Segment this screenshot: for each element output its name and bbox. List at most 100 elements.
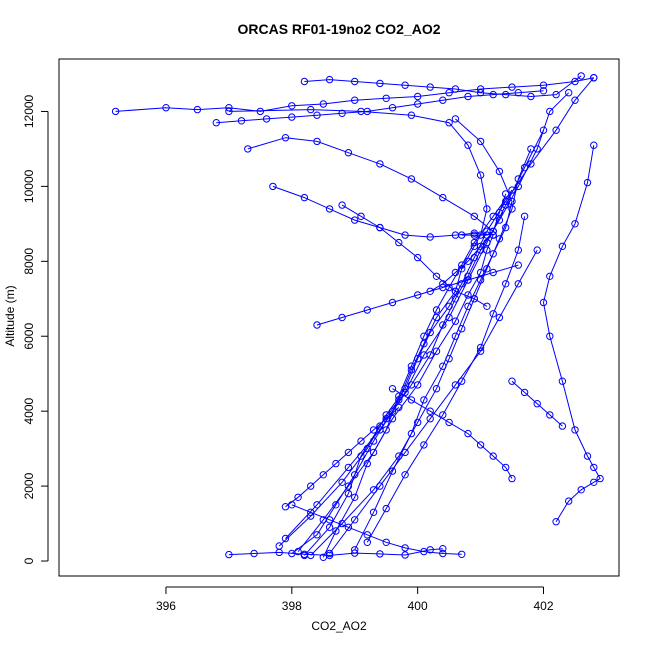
data-point bbox=[558, 422, 567, 430]
data-point bbox=[451, 231, 460, 239]
data-point bbox=[338, 201, 346, 209]
data-point bbox=[451, 317, 460, 325]
data-point bbox=[539, 87, 548, 95]
data-point bbox=[439, 549, 447, 558]
data-point bbox=[464, 257, 472, 265]
data-point bbox=[546, 332, 554, 340]
y-axis: 0 2000 4000 6000 8000 10000 12000 bbox=[22, 94, 49, 564]
data-point bbox=[294, 493, 302, 501]
x-tick-label: 396 bbox=[156, 599, 176, 613]
data-point bbox=[401, 448, 409, 457]
data-point bbox=[369, 448, 378, 457]
data-point bbox=[225, 104, 233, 112]
data-point bbox=[558, 377, 567, 385]
data-point bbox=[470, 231, 478, 239]
data-point bbox=[363, 531, 371, 539]
x-axis-label: CO2_AO2 bbox=[311, 619, 367, 633]
data-point bbox=[464, 291, 472, 299]
y-tick-label: 2000 bbox=[22, 472, 36, 499]
data-point bbox=[401, 81, 409, 89]
x-tick-label: 402 bbox=[533, 599, 553, 613]
data-point bbox=[388, 104, 397, 112]
data-point bbox=[470, 212, 478, 221]
data-point bbox=[470, 238, 478, 247]
data-point bbox=[565, 89, 573, 97]
data-point bbox=[502, 90, 510, 99]
data-point bbox=[313, 137, 321, 146]
data-point bbox=[451, 85, 460, 93]
data-point bbox=[508, 83, 516, 91]
data-point bbox=[426, 415, 434, 423]
data-point bbox=[476, 242, 485, 251]
data-point bbox=[325, 75, 334, 84]
series-line-17 bbox=[341, 204, 488, 307]
data-point bbox=[489, 227, 497, 236]
data-point bbox=[338, 519, 346, 528]
data-point bbox=[508, 377, 516, 385]
data-point bbox=[357, 437, 365, 445]
data-point bbox=[388, 467, 397, 475]
data-point bbox=[458, 261, 466, 269]
data-point bbox=[514, 175, 522, 183]
data-point bbox=[357, 212, 365, 221]
data-point bbox=[414, 355, 422, 363]
data-point bbox=[520, 163, 529, 172]
y-tick-label: 4000 bbox=[22, 397, 36, 424]
data-point bbox=[313, 501, 321, 509]
data-point bbox=[344, 482, 353, 490]
data-point bbox=[476, 343, 485, 352]
data-point bbox=[432, 306, 441, 314]
data-point bbox=[458, 265, 466, 273]
data-point bbox=[407, 362, 416, 370]
data-point bbox=[376, 482, 384, 490]
data-point bbox=[225, 107, 233, 116]
data-point bbox=[401, 471, 409, 479]
data-point bbox=[520, 212, 529, 221]
data-point bbox=[489, 250, 497, 258]
data-point bbox=[319, 100, 327, 108]
data-point bbox=[445, 313, 453, 322]
data-point bbox=[395, 396, 403, 404]
data-point bbox=[338, 109, 346, 118]
data-point bbox=[502, 223, 510, 232]
data-point bbox=[445, 89, 453, 97]
data-point bbox=[439, 96, 447, 104]
series-line-13 bbox=[216, 90, 544, 124]
data-point bbox=[432, 347, 441, 355]
data-point bbox=[313, 111, 321, 119]
data-point bbox=[407, 175, 416, 183]
data-point bbox=[527, 160, 535, 168]
data-point bbox=[414, 100, 422, 108]
data-point bbox=[451, 115, 460, 123]
data-point bbox=[344, 523, 353, 531]
data-point bbox=[476, 347, 485, 355]
data-point bbox=[351, 216, 359, 224]
data-point bbox=[476, 89, 485, 97]
data-point bbox=[476, 137, 485, 146]
y-tick-label: 6000 bbox=[22, 323, 36, 350]
data-point bbox=[445, 418, 453, 427]
series-line-5 bbox=[322, 189, 513, 558]
data-point bbox=[426, 407, 434, 415]
data-point bbox=[464, 92, 472, 101]
data-point bbox=[237, 117, 246, 125]
data-point bbox=[508, 186, 516, 194]
data-point bbox=[489, 452, 497, 460]
data-point bbox=[571, 96, 579, 104]
data-point bbox=[401, 385, 409, 393]
data-point bbox=[414, 418, 422, 427]
data-point bbox=[414, 92, 422, 101]
data-point bbox=[552, 126, 560, 134]
data-point bbox=[514, 246, 522, 254]
data-point bbox=[470, 295, 478, 303]
data-point bbox=[376, 160, 384, 168]
data-point bbox=[495, 208, 504, 217]
data-point bbox=[363, 306, 371, 314]
data-point bbox=[464, 276, 472, 284]
data-point bbox=[281, 134, 290, 142]
data-point bbox=[256, 107, 264, 116]
y-tick-label: 8000 bbox=[22, 248, 36, 275]
data-point bbox=[376, 422, 384, 430]
data-point bbox=[571, 426, 579, 434]
